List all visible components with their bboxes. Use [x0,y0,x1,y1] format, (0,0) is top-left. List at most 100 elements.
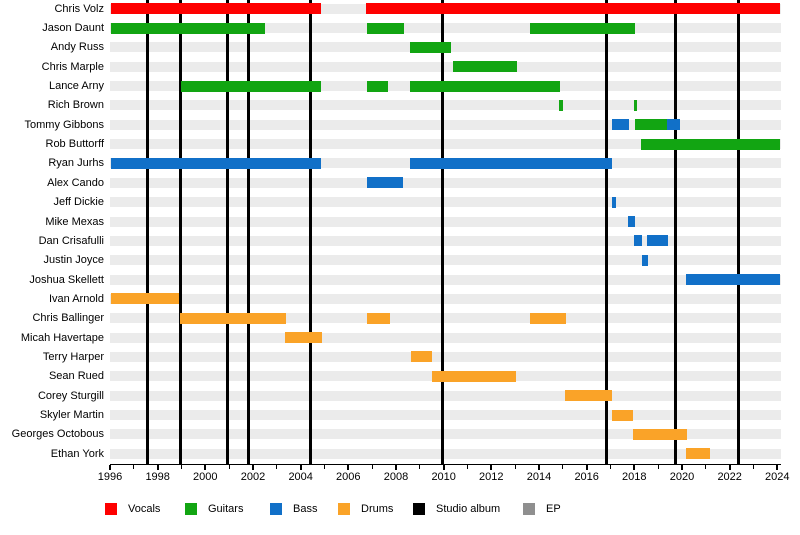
timeline-bar-guitars [410,80,560,92]
legend-label: EP [546,503,561,515]
row-stripe [110,410,781,420]
member-label: Tommy Gibbons [24,118,104,131]
axis-minor-tick [610,465,611,469]
axis-major-tick [681,465,683,470]
member-label: Andy Russ [50,41,104,54]
studio-album-line [178,0,182,464]
row-stripe [110,119,781,130]
axis-major-tick [109,465,111,470]
member-label: Chris Volz [54,2,104,15]
timeline-bar-guitars [366,22,404,34]
timeline-bar-guitars [635,119,667,131]
axis-tick-label: 1998 [145,471,170,483]
timeline-bar-drums [366,312,391,324]
axis-minor-tick [133,465,135,469]
legend-item-ep: EP [523,503,633,517]
member-label: Chris Marple [41,60,104,73]
legend-color-swatch-studio_album [413,503,425,515]
member-label: Lance Arny [48,80,104,92]
timeline-bar-drums [632,428,688,440]
timeline-bar-drums [612,409,634,421]
timeline-bar-drums [110,293,180,305]
axis-tick-label: 2004 [288,471,313,483]
timeline-bar-guitars [559,99,563,111]
studio-album-line [146,0,150,464]
studio-album-line [604,0,608,464]
member-label: Jeff Dickie [53,196,104,209]
axis-tick-label: 2008 [383,471,409,483]
row-stripe [110,313,781,324]
row-stripe [110,332,781,343]
member-label: Jason Daunt [42,22,104,34]
axis-minor-tick [228,465,230,469]
axis-major-tick [204,465,207,470]
legend-item-drums: Drums [338,503,448,517]
timeline-bar-guitars [410,41,452,53]
axis-tick-label: 2024 [765,471,790,483]
axis-minor-tick [514,465,516,469]
row-stripe [110,197,781,208]
timeline-bar-guitars [181,80,321,92]
row-stripe [110,61,781,72]
axis-major-tick [633,465,636,470]
row-stripe [110,235,781,246]
axis-minor-tick [467,465,468,469]
axis-major-tick [252,465,254,470]
timeline-bar-drums [529,312,566,324]
row-stripe [110,429,781,440]
legend-item-bass: Bass [270,503,380,517]
axis-major-tick [728,465,731,470]
member-label: Ivan Arnold [48,292,104,305]
axis-major-tick [776,465,779,470]
legend-label: Bass [293,503,318,515]
axis-major-tick [442,465,445,470]
member-label: Skyler Martin [39,409,104,421]
axis-minor-tick [753,465,754,469]
timeline-bar-bass [634,235,643,247]
member-label: Rob Buttorff [45,138,105,151]
axis-minor-tick [371,465,373,469]
row-stripe [110,139,781,150]
studio-album-line [246,0,250,464]
axis-minor-tick [419,465,421,469]
timeline-bar-vocals [366,3,780,15]
row-stripe [110,448,781,459]
timeline-bar-drums [565,390,612,402]
axis-minor-tick [657,465,659,469]
axis-tick-label: 2018 [622,471,647,483]
timeline-bar-guitars [529,22,635,34]
axis-tick-label: 1996 [97,471,123,483]
axis-tick-label: 2002 [240,471,266,483]
legend-item-guitars: Guitars [185,503,295,517]
axis-tick-label: 2016 [574,471,599,483]
timeline-bar-drums [431,370,516,382]
member-label: Terry Harper [42,350,104,363]
axis-minor-tick [562,465,564,469]
timeline-bar-bass [110,157,321,169]
timeline-bar-drums [180,312,286,324]
row-stripe [110,351,781,362]
member-label: Corey Sturgill [37,389,104,402]
member-label: Justin Joyce [43,254,104,267]
axis-major-tick [156,465,159,470]
axis-tick-label: 2022 [717,471,742,483]
timeline-bar-bass [611,119,630,131]
row-stripe [110,255,781,266]
axis-major-tick [585,465,588,470]
legend-color-swatch-vocals [105,503,117,515]
timeline-bar-guitars [366,80,389,92]
row-stripe [110,23,781,33]
timeline-bar-guitars [641,138,780,150]
row-stripe [110,293,781,304]
axis-tick-label: 2006 [336,471,361,483]
studio-album-line [441,0,445,464]
legend-color-swatch-ep [523,503,535,515]
studio-album-line [226,0,230,464]
timeline-bar-drums [686,448,710,460]
row-stripe [110,177,781,188]
timeline-bar-bass [666,119,680,131]
studio-album-line [309,0,313,464]
legend-label: Vocals [128,503,161,515]
axis-tick-label: 2000 [193,471,218,483]
